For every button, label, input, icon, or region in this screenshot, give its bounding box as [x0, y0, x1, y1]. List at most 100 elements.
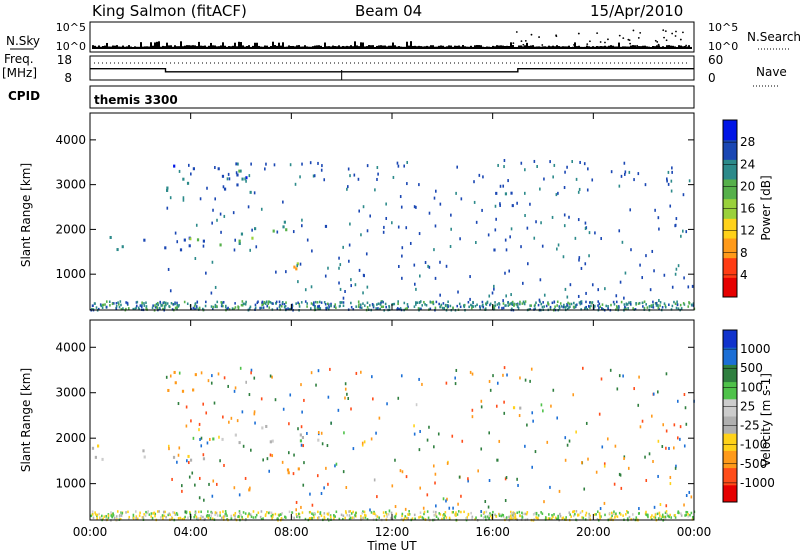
- ground-scatter-cell: [226, 517, 228, 521]
- ground-scatter-cell: [167, 513, 170, 517]
- nsearch-dot: [622, 37, 625, 40]
- ground-scatter-cell: [423, 512, 425, 516]
- x-tick-label: 20:00: [576, 525, 611, 539]
- ground-scatter-cell: [393, 302, 396, 306]
- ground-scatter-cell: [241, 517, 244, 521]
- nsky-bar: [306, 46, 308, 49]
- ground-scatter-cell: [194, 302, 197, 305]
- y-tick-label: 4000: [55, 133, 86, 147]
- ground-scatter-cell: [264, 514, 267, 518]
- nsky-bar: [280, 45, 282, 49]
- x-tick-label: 16:00: [475, 525, 510, 539]
- ground-scatter-cell: [360, 514, 362, 518]
- ground-scatter-cell: [177, 517, 180, 520]
- ground-scatter-cell: [351, 516, 354, 519]
- sparse-cell: [564, 287, 567, 291]
- sparse-cell: [674, 224, 676, 228]
- sparse-cell: [347, 167, 350, 171]
- ground-scatter-cell: [249, 305, 252, 309]
- sparse-cell: [338, 281, 340, 285]
- ground-scatter-cell: [202, 307, 204, 311]
- sparse-cell: [317, 369, 320, 373]
- ground-scatter-cell: [366, 301, 369, 305]
- ground-scatter-cell: [120, 514, 123, 517]
- colorbar-tick-label: 12: [740, 224, 755, 238]
- ground-scatter-cell: [352, 510, 354, 514]
- sparse-cell: [245, 179, 247, 183]
- scatter-cell: [301, 436, 305, 440]
- ground-scatter-cell: [312, 303, 314, 306]
- sparse-cell: [685, 494, 688, 498]
- sparse-cell: [564, 436, 567, 440]
- colorbar-tick-label: -500: [740, 457, 767, 471]
- sparse-cell: [353, 173, 356, 177]
- nsky-bar: [358, 46, 360, 49]
- colorbar-tick-label: 100: [740, 380, 763, 394]
- ground-scatter-cell: [145, 306, 148, 310]
- sparse-cell: [415, 287, 417, 291]
- ground-scatter-cell: [314, 300, 317, 304]
- sparse-cell: [603, 501, 606, 505]
- ground-scatter-cell: [312, 513, 315, 516]
- ground-scatter-cell: [602, 308, 605, 311]
- nsky-bar: [364, 46, 366, 49]
- scatter-cell: [94, 455, 97, 459]
- nsky-bar: [682, 46, 684, 49]
- scatter-cell: [174, 381, 177, 385]
- ground-scatter-cell: [570, 515, 572, 518]
- ground-scatter-cell: [139, 511, 141, 515]
- ground-scatter-cell: [242, 302, 245, 306]
- ground-scatter-cell: [572, 514, 575, 518]
- ground-scatter-cell: [665, 510, 668, 513]
- ground-scatter-cell: [674, 516, 677, 519]
- nsky-bar: [478, 45, 480, 49]
- velocity-colorbar-label: Velocity [m s-1]: [759, 373, 773, 467]
- sparse-cell: [185, 424, 188, 428]
- ground-scatter-cell: [314, 306, 316, 309]
- scatter-cell: [91, 446, 95, 450]
- ground-scatter-cell: [419, 515, 422, 518]
- ground-scatter-cell: [320, 514, 323, 517]
- x-tick-label: 04:00: [173, 525, 208, 539]
- sparse-cell: [628, 170, 631, 174]
- sparse-cell: [563, 224, 566, 228]
- ground-scatter-cell: [221, 301, 224, 304]
- ground-scatter-cell: [92, 304, 94, 307]
- nsearch-dot: [682, 31, 684, 34]
- ground-scatter-cell: [514, 515, 517, 518]
- sparse-cell: [415, 205, 417, 209]
- sparse-cell: [372, 397, 374, 401]
- nsky-bar: [288, 45, 290, 49]
- scatter-cell: [283, 220, 286, 224]
- ground-scatter-cell: [125, 511, 127, 514]
- colorbar-swatch: [723, 257, 737, 278]
- ground-scatter-cell: [384, 302, 387, 306]
- nsky-bar: [326, 46, 328, 49]
- sparse-cell: [599, 507, 602, 511]
- sparse-cell: [295, 500, 298, 504]
- ground-scatter-cell: [328, 305, 330, 309]
- sparse-cell: [653, 505, 656, 509]
- ground-scatter-cell: [618, 511, 621, 515]
- ground-scatter-cell: [670, 516, 672, 519]
- ground-scatter-cell: [328, 511, 330, 515]
- freq-panel-frame: [89, 55, 695, 81]
- ground-scatter-cell: [535, 516, 538, 520]
- ground-scatter-cell: [492, 510, 494, 514]
- sparse-cell: [202, 244, 205, 248]
- nsky-bar: [350, 45, 352, 49]
- sparse-cell: [597, 288, 600, 292]
- sparse-cell: [409, 241, 412, 245]
- sparse-cell: [350, 284, 353, 288]
- sparse-cell: [366, 164, 369, 168]
- sparse-cell: [620, 486, 623, 490]
- ground-scatter-cell: [600, 515, 602, 518]
- ground-scatter-cell: [425, 304, 428, 307]
- nsky-bar: [556, 45, 558, 49]
- sparse-cell: [176, 240, 179, 244]
- sparse-cell: [551, 215, 554, 219]
- sparse-cell: [668, 446, 670, 450]
- ground-scatter-cell: [651, 514, 653, 517]
- sparse-cell: [303, 398, 305, 402]
- colorbar-swatch: [723, 277, 737, 298]
